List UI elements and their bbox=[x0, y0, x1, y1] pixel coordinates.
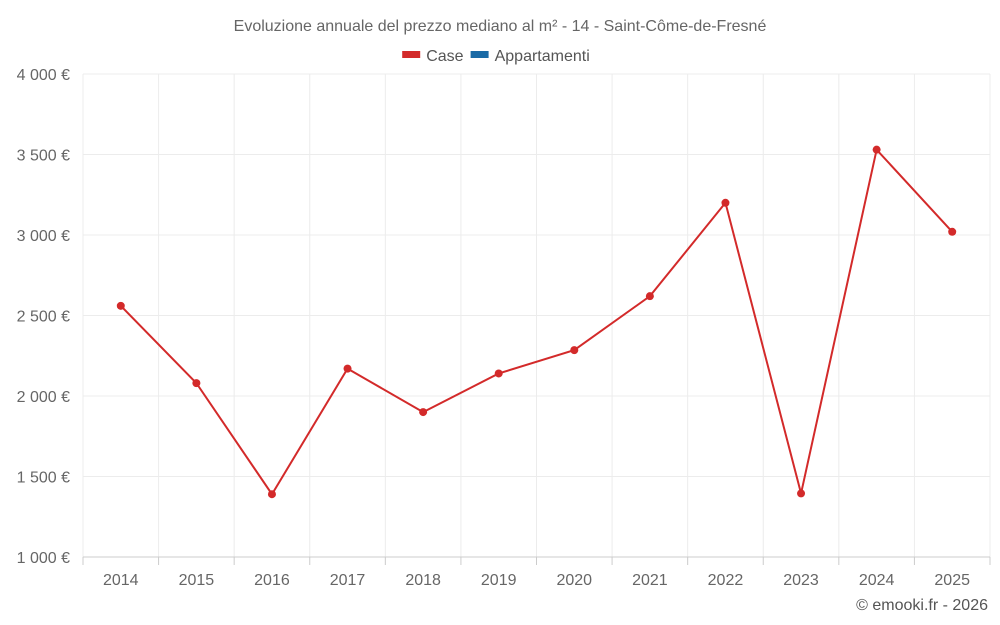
data-point[interactable]: 2018: 1900 bbox=[419, 408, 428, 417]
legend-label: Case bbox=[426, 48, 463, 65]
chart-title: Evoluzione annuale del prezzo mediano al… bbox=[234, 18, 767, 35]
x-tick-label: 2024 bbox=[859, 572, 895, 589]
y-tick-label: 2 500 € bbox=[17, 309, 70, 326]
data-point[interactable]: 2025: 3020 bbox=[948, 227, 957, 236]
y-axis: 1 000 € 1 500 € 2 000 € 2 500 € 3 000 € 3 500… bbox=[17, 67, 70, 567]
legend: Case Appartamenti bbox=[402, 48, 590, 65]
series-layer: 2014: 2560 2015: 2080 2016: 1390 2017: 2170… bbox=[116, 145, 957, 499]
data-point[interactable]: 2019: 2140 bbox=[494, 369, 503, 378]
x-tick-label: 2016 bbox=[254, 572, 290, 589]
x-tick-label: 2018 bbox=[405, 572, 441, 589]
data-point[interactable]: 2015: 2080 bbox=[192, 379, 201, 388]
legend-item-case[interactable]: Case bbox=[402, 48, 464, 65]
legend-swatch bbox=[470, 51, 489, 58]
data-point[interactable]: 2014: 2560 bbox=[116, 301, 125, 310]
x-tick-label: 2014 bbox=[103, 572, 139, 589]
legend-swatch bbox=[402, 51, 421, 58]
data-point[interactable]: 2023: 1395 bbox=[797, 489, 806, 498]
y-tick-label: 2 000 € bbox=[17, 389, 70, 406]
data-point[interactable]: 2021: 2620 bbox=[645, 292, 654, 301]
credit: © emooki.fr - 2026 bbox=[856, 597, 988, 614]
y-tick-label: 3 000 € bbox=[17, 228, 70, 245]
legend-item-appartamenti[interactable]: Appartamenti bbox=[470, 48, 590, 65]
x-tick-label: 2023 bbox=[783, 572, 819, 589]
data-point[interactable]: 2020: 2285 bbox=[570, 346, 579, 355]
x-tick-label: 2025 bbox=[934, 572, 970, 589]
data-point[interactable]: 2022: 3200 bbox=[721, 198, 730, 207]
y-tick-label: 3 500 € bbox=[17, 148, 70, 165]
x-tick-label: 2015 bbox=[179, 572, 215, 589]
x-tick-label: 2020 bbox=[556, 572, 592, 589]
y-tick-label: 1 000 € bbox=[17, 550, 70, 567]
y-tick-label: 1 500 € bbox=[17, 470, 70, 487]
series-line-case bbox=[120, 147, 953, 497]
data-point[interactable]: 2024: 3530 bbox=[872, 145, 881, 154]
data-point[interactable]: 2016: 1390 bbox=[267, 490, 276, 499]
data-point[interactable]: 2017: 2170 bbox=[343, 364, 352, 373]
x-tick-label: 2019 bbox=[481, 572, 517, 589]
x-tick-label: 2022 bbox=[708, 572, 744, 589]
x-tick-label: 2017 bbox=[330, 572, 366, 589]
x-axis: 2014 2015 2016 2017 2018 2019 2020 2021 2022 2023… bbox=[82, 556, 991, 589]
x-tick-label: 2021 bbox=[632, 572, 668, 589]
grid bbox=[82, 73, 991, 558]
y-tick-label: 4 000 € bbox=[17, 67, 70, 84]
legend-label: Appartamenti bbox=[495, 48, 590, 65]
